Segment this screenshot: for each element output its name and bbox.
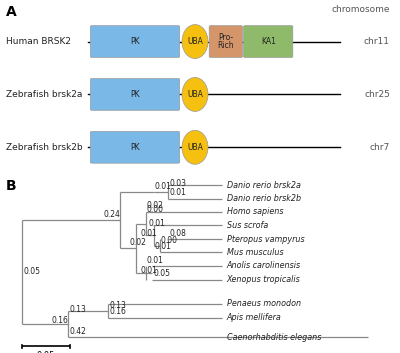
Text: 0.00: 0.00 — [147, 205, 164, 214]
Text: UBA: UBA — [187, 90, 203, 99]
Text: KA1: KA1 — [261, 37, 276, 46]
Text: B: B — [6, 179, 17, 193]
Text: PK: PK — [130, 90, 140, 99]
Text: 0.02: 0.02 — [130, 238, 146, 247]
Ellipse shape — [182, 25, 208, 59]
Text: Pro-
Rich: Pro- Rich — [218, 33, 234, 50]
Text: PK: PK — [130, 143, 140, 152]
Text: 0.01: 0.01 — [148, 219, 165, 228]
FancyBboxPatch shape — [209, 26, 242, 58]
Text: 0.08: 0.08 — [169, 229, 186, 238]
Ellipse shape — [182, 130, 208, 164]
Text: Xenopus tropicalis: Xenopus tropicalis — [227, 275, 300, 284]
Text: 0.01: 0.01 — [169, 188, 186, 197]
Text: Caenorhabditis elegans: Caenorhabditis elegans — [227, 333, 321, 342]
Text: 0.13: 0.13 — [69, 305, 86, 314]
Text: A: A — [6, 5, 17, 19]
Text: Penaeus monodon: Penaeus monodon — [227, 299, 301, 308]
Text: chr7: chr7 — [370, 143, 390, 152]
Text: 0.02: 0.02 — [147, 202, 164, 210]
Text: 0.05: 0.05 — [153, 269, 170, 278]
Text: 0.16: 0.16 — [109, 307, 126, 316]
FancyBboxPatch shape — [90, 131, 180, 163]
Text: Zebrafish brsk2a: Zebrafish brsk2a — [6, 90, 82, 99]
Text: Sus scrofa: Sus scrofa — [227, 221, 268, 229]
Text: 0.01: 0.01 — [147, 256, 164, 265]
Text: PK: PK — [130, 37, 140, 46]
Text: Mus musculus: Mus musculus — [227, 248, 284, 257]
Text: Zebrafish brsk2b: Zebrafish brsk2b — [6, 143, 83, 152]
Text: 0.16: 0.16 — [52, 316, 69, 325]
Text: 0.01: 0.01 — [140, 266, 157, 275]
Text: Danio rerio brsk2b: Danio rerio brsk2b — [227, 194, 301, 203]
Ellipse shape — [182, 77, 208, 112]
Text: 0.42: 0.42 — [70, 327, 87, 336]
FancyBboxPatch shape — [90, 79, 180, 110]
Text: chr11: chr11 — [364, 37, 390, 46]
Text: UBA: UBA — [187, 143, 203, 152]
Text: Anolis carolinensis: Anolis carolinensis — [227, 262, 301, 270]
Text: Homo sapiens: Homo sapiens — [227, 207, 283, 216]
Text: 0.00: 0.00 — [161, 236, 178, 245]
FancyBboxPatch shape — [90, 26, 180, 58]
Text: 0.05: 0.05 — [37, 351, 55, 353]
Text: UBA: UBA — [187, 37, 203, 46]
FancyBboxPatch shape — [244, 26, 293, 58]
Text: Human BRSK2: Human BRSK2 — [6, 37, 71, 46]
Text: 0.05: 0.05 — [23, 267, 40, 276]
Text: chr25: chr25 — [364, 90, 390, 99]
Text: Apis mellifera: Apis mellifera — [227, 313, 282, 322]
Text: 0.03: 0.03 — [169, 179, 186, 188]
Text: Pteropus vampyrus: Pteropus vampyrus — [227, 235, 304, 244]
Text: 0.01: 0.01 — [140, 228, 157, 238]
Text: 0.01: 0.01 — [154, 242, 171, 251]
Text: Danio rerio brsk2a: Danio rerio brsk2a — [227, 181, 301, 190]
Text: 0.01: 0.01 — [155, 181, 172, 191]
Text: 0.13: 0.13 — [109, 301, 126, 310]
Text: 0.24: 0.24 — [104, 210, 121, 219]
Text: chromosome: chromosome — [332, 5, 390, 14]
